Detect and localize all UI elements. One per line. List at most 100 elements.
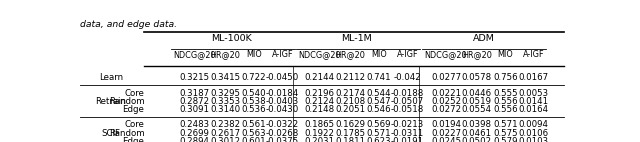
Text: 0.1629: 0.1629 xyxy=(335,120,365,129)
Text: 0.3215: 0.3215 xyxy=(179,73,210,82)
Text: Edge: Edge xyxy=(123,106,145,114)
Text: 0.2031: 0.2031 xyxy=(305,137,335,142)
Text: -0.0403: -0.0403 xyxy=(266,97,299,106)
Text: -0.0213: -0.0213 xyxy=(391,120,424,129)
Text: 0.556: 0.556 xyxy=(493,97,518,106)
Text: 0.2196: 0.2196 xyxy=(305,88,335,98)
Text: 0.569: 0.569 xyxy=(367,120,391,129)
Text: A-IGF: A-IGF xyxy=(523,50,545,59)
Text: 0.0277: 0.0277 xyxy=(431,73,461,82)
Text: 0.579: 0.579 xyxy=(493,137,518,142)
Text: 0.571: 0.571 xyxy=(367,129,392,138)
Text: NDCG@20: NDCG@20 xyxy=(298,50,341,59)
Text: -0.0184: -0.0184 xyxy=(266,88,299,98)
Text: 0.1785: 0.1785 xyxy=(335,129,365,138)
Text: -0.0188: -0.0188 xyxy=(391,88,424,98)
Text: -0.0268: -0.0268 xyxy=(266,129,299,138)
Text: NDCG@20: NDCG@20 xyxy=(425,50,467,59)
Text: 0.3415: 0.3415 xyxy=(211,73,241,82)
Text: HR@20: HR@20 xyxy=(211,50,240,59)
Text: 0.3353: 0.3353 xyxy=(211,97,241,106)
Text: Core: Core xyxy=(125,88,145,98)
Text: 0.0446: 0.0446 xyxy=(461,88,492,98)
Text: 0.0194: 0.0194 xyxy=(431,120,461,129)
Text: 0.2112: 0.2112 xyxy=(335,73,365,82)
Text: 0.0502: 0.0502 xyxy=(461,137,492,142)
Text: 0.2617: 0.2617 xyxy=(211,129,241,138)
Text: 0.2174: 0.2174 xyxy=(335,88,365,98)
Text: 0.722: 0.722 xyxy=(242,73,266,82)
Text: Random: Random xyxy=(109,129,145,138)
Text: HR@20: HR@20 xyxy=(335,50,365,59)
Text: 0.1811: 0.1811 xyxy=(335,137,365,142)
Text: 0.3012: 0.3012 xyxy=(211,137,241,142)
Text: -0.0430: -0.0430 xyxy=(266,106,299,114)
Text: MIO: MIO xyxy=(371,50,387,59)
Text: 0.0461: 0.0461 xyxy=(461,129,492,138)
Text: 0.0272: 0.0272 xyxy=(431,106,461,114)
Text: Core: Core xyxy=(125,120,145,129)
Text: 0.2382: 0.2382 xyxy=(211,120,241,129)
Text: 0.538: 0.538 xyxy=(242,97,266,106)
Text: 0.547: 0.547 xyxy=(367,97,392,106)
Text: 0.0164: 0.0164 xyxy=(519,106,549,114)
Text: 0.546: 0.546 xyxy=(367,106,392,114)
Text: HR@20: HR@20 xyxy=(462,50,492,59)
Text: -0.0507: -0.0507 xyxy=(391,97,424,106)
Text: data, and edge data.: data, and edge data. xyxy=(80,20,177,29)
Text: 0.2108: 0.2108 xyxy=(335,97,365,106)
Text: 0.2051: 0.2051 xyxy=(335,106,365,114)
Text: 0.2144: 0.2144 xyxy=(305,73,335,82)
Text: 0.2124: 0.2124 xyxy=(305,97,335,106)
Text: 0.575: 0.575 xyxy=(493,129,518,138)
Text: 0.1922: 0.1922 xyxy=(305,129,335,138)
Text: 0.0554: 0.0554 xyxy=(461,106,492,114)
Text: A-IGF: A-IGF xyxy=(397,50,418,59)
Text: -0.0191: -0.0191 xyxy=(391,137,424,142)
Text: -0.0518: -0.0518 xyxy=(391,106,424,114)
Text: NDCG@20: NDCG@20 xyxy=(173,50,216,59)
Text: 0.756: 0.756 xyxy=(493,73,518,82)
Text: ML-100K: ML-100K xyxy=(211,34,252,43)
Text: 0.556: 0.556 xyxy=(493,106,518,114)
Text: ADM: ADM xyxy=(474,34,495,43)
Text: 0.561: 0.561 xyxy=(242,120,266,129)
Text: 0.623: 0.623 xyxy=(367,137,392,142)
Text: 0.741: 0.741 xyxy=(367,73,392,82)
Text: -0.0450: -0.0450 xyxy=(266,73,299,82)
Text: 0.0053: 0.0053 xyxy=(519,88,549,98)
Text: 0.3091: 0.3091 xyxy=(180,106,209,114)
Text: 0.0519: 0.0519 xyxy=(462,97,492,106)
Text: SCIF: SCIF xyxy=(101,129,120,138)
Text: Retrain: Retrain xyxy=(95,97,126,106)
Text: 0.601: 0.601 xyxy=(242,137,266,142)
Text: -0.0311: -0.0311 xyxy=(391,129,424,138)
Text: 0.0227: 0.0227 xyxy=(431,129,461,138)
Text: 0.0221: 0.0221 xyxy=(431,88,461,98)
Text: 0.2894: 0.2894 xyxy=(180,137,209,142)
Text: MIO: MIO xyxy=(246,50,262,59)
Text: MIO: MIO xyxy=(498,50,513,59)
Text: 0.2872: 0.2872 xyxy=(179,97,210,106)
Text: Random: Random xyxy=(109,97,145,106)
Text: 0.2699: 0.2699 xyxy=(180,129,209,138)
Text: 0.0398: 0.0398 xyxy=(462,120,492,129)
Text: 0.555: 0.555 xyxy=(493,88,518,98)
Text: 0.563: 0.563 xyxy=(242,129,266,138)
Text: 0.571: 0.571 xyxy=(493,120,518,129)
Text: 0.544: 0.544 xyxy=(367,88,392,98)
Text: A-IGF: A-IGF xyxy=(271,50,293,59)
Text: 0.0141: 0.0141 xyxy=(519,97,549,106)
Text: 0.3187: 0.3187 xyxy=(179,88,210,98)
Text: ML-1M: ML-1M xyxy=(341,34,372,43)
Text: 0.0252: 0.0252 xyxy=(431,97,461,106)
Text: -0.0322: -0.0322 xyxy=(266,120,299,129)
Text: 0.3295: 0.3295 xyxy=(211,88,241,98)
Text: 0.2483: 0.2483 xyxy=(179,120,210,129)
Text: 0.3140: 0.3140 xyxy=(211,106,241,114)
Text: 0.0106: 0.0106 xyxy=(519,129,549,138)
Text: 0.0245: 0.0245 xyxy=(431,137,461,142)
Text: 0.0167: 0.0167 xyxy=(519,73,549,82)
Text: 0.536: 0.536 xyxy=(242,106,266,114)
Text: 0.1865: 0.1865 xyxy=(305,120,335,129)
